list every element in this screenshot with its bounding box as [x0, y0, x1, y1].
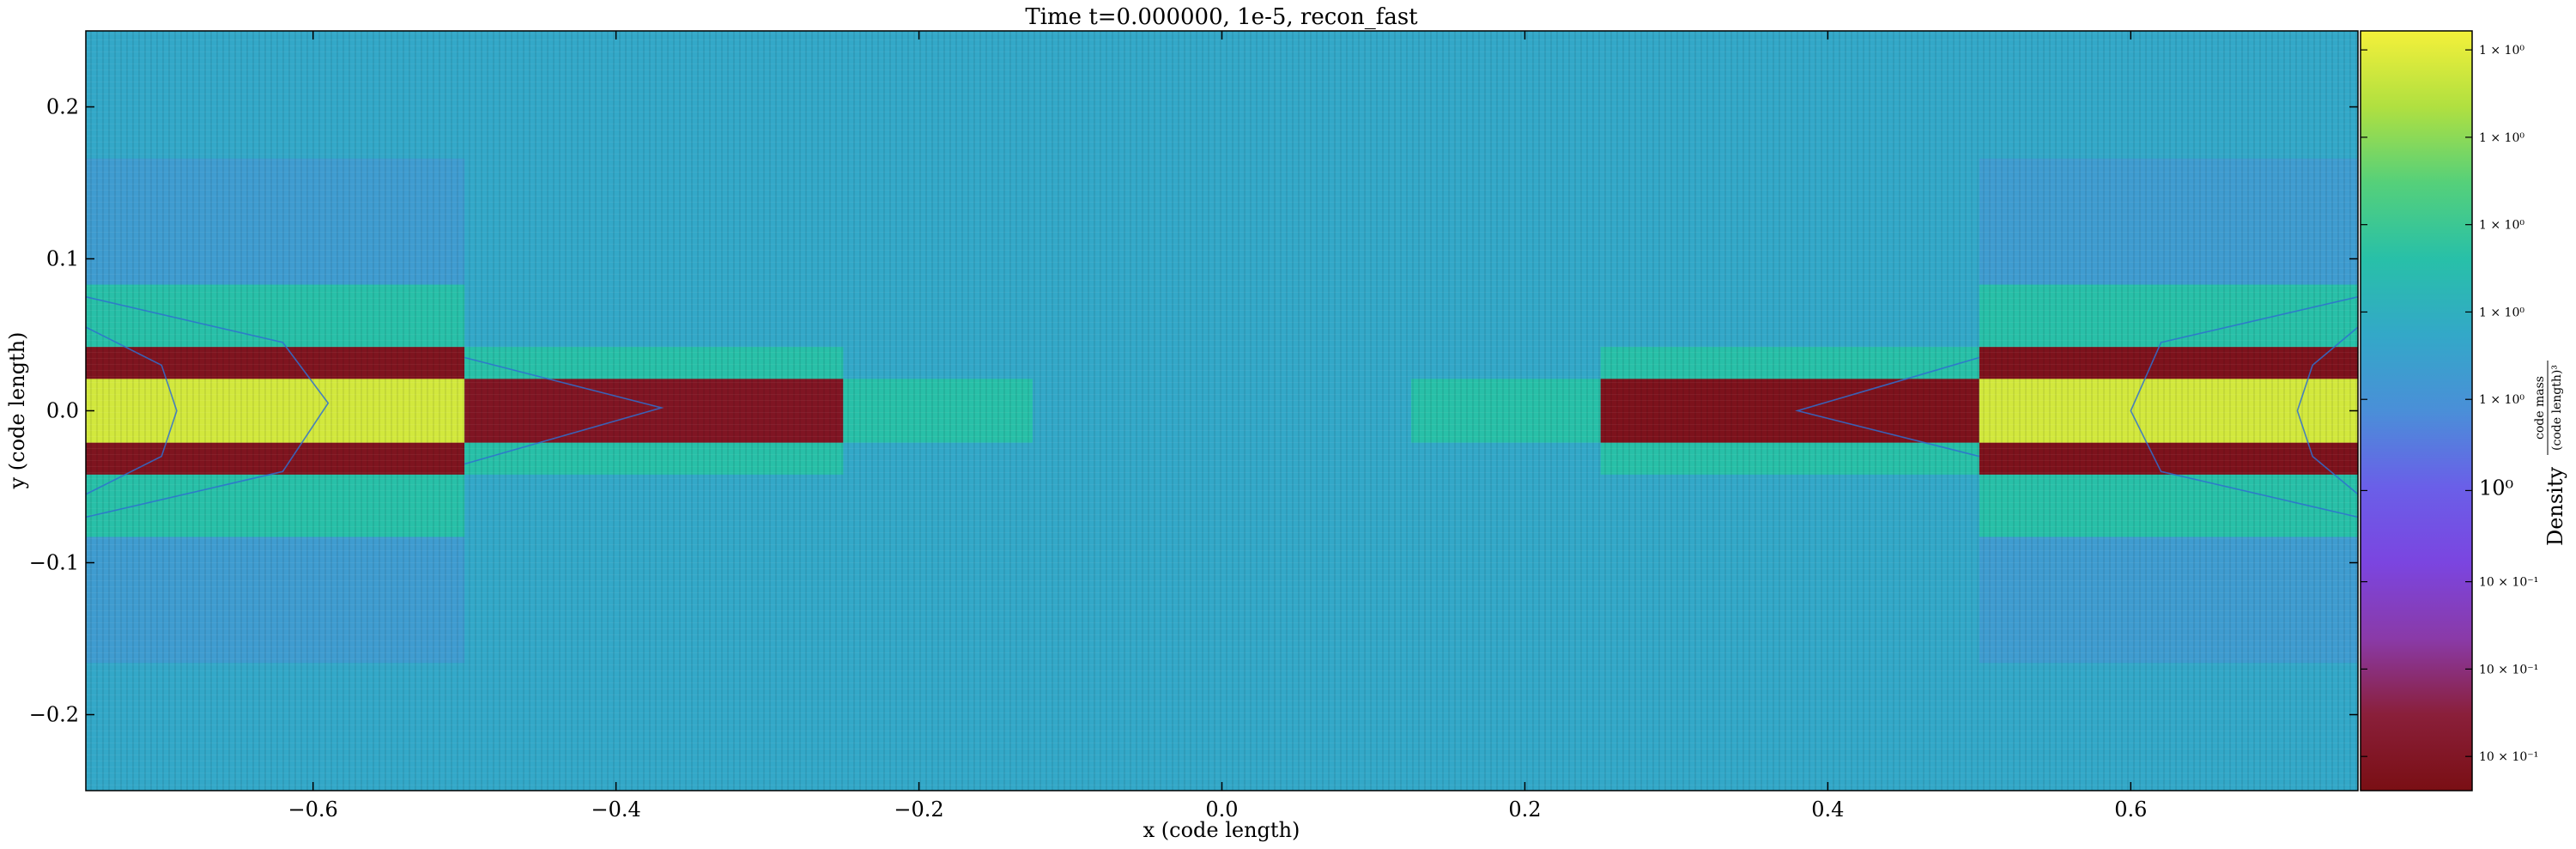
field-line	[86, 326, 178, 495]
colorbar-tick-label: 1 × 10⁰	[2479, 219, 2524, 233]
x-tick-label: −0.4	[591, 797, 640, 822]
x-tick-label: 0.0	[1205, 797, 1238, 822]
colorbar-tick-label: 1 × 10⁰	[2479, 131, 2524, 145]
x-tick-label: −0.6	[288, 797, 338, 822]
field-line	[86, 296, 330, 518]
x-tick-label: 0.4	[1811, 797, 1844, 822]
field-line	[464, 356, 664, 465]
colorbar: 1 × 10⁰ 1 × 10⁰ 1 × 10⁰ 1 × 10⁰ 1 × 10⁰ 10⁰ 10…	[2360, 30, 2567, 791]
colorbar-tick-label: 1 × 10⁰	[2479, 393, 2524, 407]
plot-area	[86, 31, 2358, 791]
field-line	[2130, 296, 2358, 518]
field-line	[2296, 326, 2358, 495]
colorbar-frame	[2360, 30, 2473, 791]
y-tick-label: 0.2	[46, 95, 79, 119]
y-tick-label: −0.1	[29, 551, 79, 575]
colorbar-tick-label: 10 × 10⁻¹	[2479, 576, 2538, 590]
x-tick-label: 0.2	[1508, 797, 1541, 822]
colorbar-tick-label: 1 × 10⁰	[2479, 44, 2524, 58]
y-tick-label: 0.0	[46, 399, 79, 423]
y-axis-label: y (code length)	[5, 332, 29, 490]
colorbar-unit-numerator: code mass	[2533, 376, 2547, 440]
colorbar-unit-denominator: (code length)³	[2550, 365, 2564, 451]
x-axis-label: x (code length)	[1143, 818, 1300, 842]
colorbar-tick-label: 1 × 10⁰	[2479, 306, 2524, 319]
x-tick-label: 0.6	[2114, 797, 2147, 822]
x-tick-label: −0.2	[894, 797, 943, 822]
colorbar-tick-label: 10 × 10⁻¹	[2479, 663, 2538, 676]
texture-overlay	[86, 31, 2358, 791]
colorbar-label: Density	[2543, 467, 2567, 547]
chart-title: Time t=0.000000, 1e-5, recon_fast	[1025, 4, 1418, 30]
y-tick-label: 0.1	[46, 247, 79, 271]
colorbar-gradient	[2361, 31, 2472, 791]
colorbar-tick-label: 10 × 10⁻¹	[2479, 750, 2538, 764]
colorbar-tick-label: 10⁰	[2479, 476, 2513, 500]
y-tick-label: −0.2	[29, 703, 79, 727]
field-line	[1795, 356, 1980, 458]
